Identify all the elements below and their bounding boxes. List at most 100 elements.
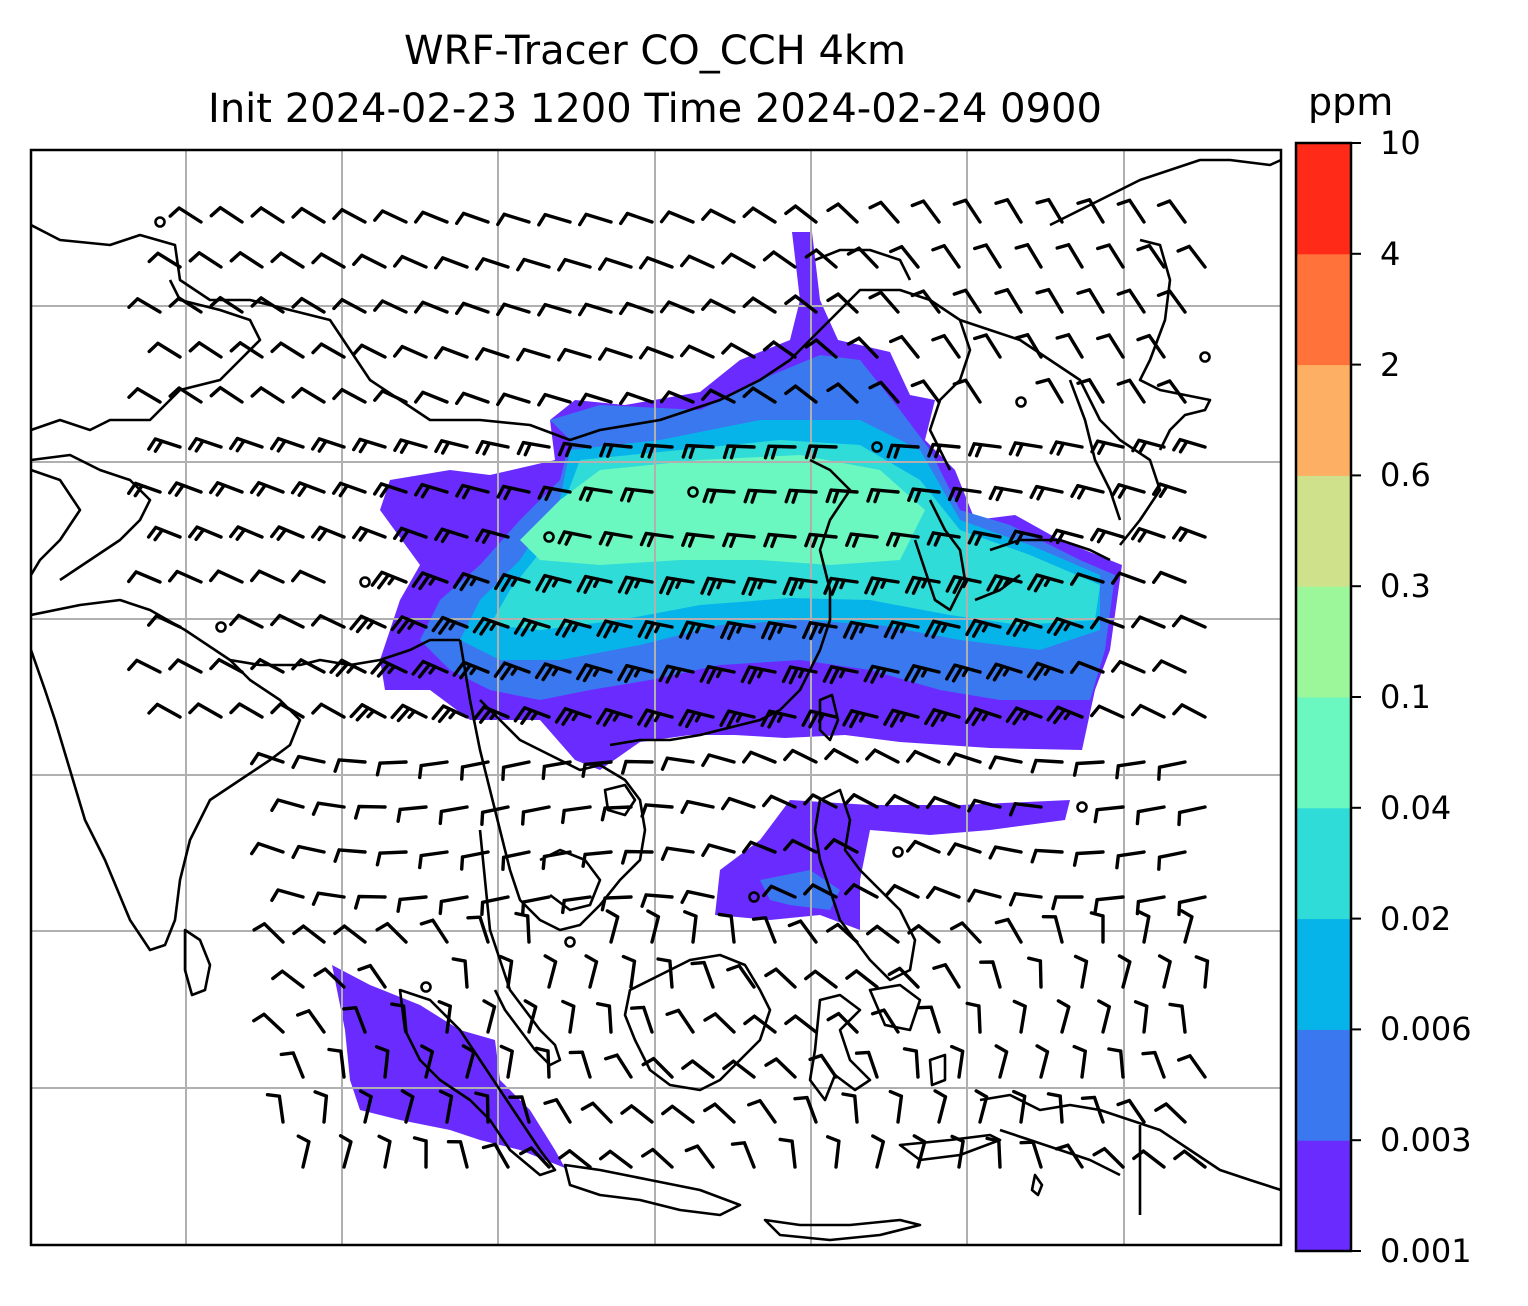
wind-barb [455, 391, 490, 405]
wind-barb [561, 895, 592, 915]
wind-barb [1008, 802, 1043, 817]
wind-barb [1194, 955, 1210, 989]
wind-barb [620, 1104, 654, 1124]
wind-barb [742, 206, 777, 224]
wind-barb [291, 844, 326, 859]
wind-barb [1173, 1149, 1207, 1169]
wind-barbs [126, 197, 1211, 1169]
wind-barb [904, 664, 941, 684]
coast-newguinea [979, 1093, 1281, 1215]
wind-barb [460, 850, 490, 871]
wind-barb [554, 707, 592, 726]
wind-barb [681, 1059, 715, 1079]
wind-barb [270, 525, 305, 541]
wind-barb [952, 198, 982, 224]
title-line-2: Init 2024-02-23 1200 Time 2024-02-24 090… [208, 86, 1102, 132]
wind-barb [1133, 1000, 1149, 1034]
wind-barb [521, 805, 551, 826]
wind-barb [917, 1005, 941, 1034]
wind-barb [1172, 526, 1207, 542]
wind-barb [950, 1044, 965, 1079]
wind-barb [1019, 1140, 1043, 1169]
wind-barb [147, 251, 182, 269]
wind-barb [945, 663, 982, 683]
wind-barb [703, 1102, 736, 1124]
coast-indochina [458, 639, 647, 932]
coast-india [31, 468, 302, 952]
wind-barb [907, 487, 941, 503]
wind-barb [390, 615, 428, 634]
wind-barb [414, 482, 449, 499]
wind-barb [557, 257, 592, 272]
wind-barb [784, 384, 818, 404]
wind-barb [793, 1095, 818, 1124]
wind-barb [496, 484, 531, 501]
wind-barb [516, 440, 551, 457]
wind-barb [357, 963, 387, 989]
wind-barb [516, 257, 551, 272]
wind-barb [578, 486, 613, 502]
wind-barb [604, 1053, 633, 1079]
wind-barb [393, 254, 428, 269]
wind-barb [396, 895, 428, 913]
plume-south-outer [332, 965, 565, 1168]
wind-barb [950, 1134, 965, 1169]
wind-barb [762, 794, 797, 809]
wind-barb [1115, 850, 1146, 870]
wind-barb [209, 206, 244, 224]
wind-barb [1135, 805, 1166, 826]
wind-barb [496, 302, 531, 317]
wind-barb [313, 967, 346, 989]
wind-barb [414, 210, 449, 224]
wind-barb [452, 572, 490, 592]
wind-barb [988, 845, 1023, 860]
wind-barb [250, 569, 285, 584]
wind-barb [292, 924, 326, 944]
wind-barb [481, 1142, 510, 1169]
calm-wind-circle [1199, 351, 1211, 363]
wind-barb [822, 665, 859, 685]
wind-barb [596, 619, 633, 639]
colorbar-tick-label: 0.02 [1380, 899, 1452, 938]
wind-barb [845, 532, 879, 548]
wind-barb [824, 748, 859, 764]
wind-barb [699, 665, 736, 685]
wind-barb [621, 849, 654, 865]
wind-barb [1046, 1092, 1064, 1124]
wind-barb [910, 199, 941, 224]
wind-barb [252, 922, 285, 944]
wind-barb [617, 575, 654, 595]
wind-barb [375, 760, 408, 777]
map-frame [29, 148, 1283, 1247]
wind-barb [370, 570, 408, 590]
wind-barb [842, 709, 879, 729]
coast-java [563, 1163, 742, 1217]
wind-barb [986, 574, 1023, 594]
wind-barb [730, 1141, 756, 1169]
wind-barb [751, 916, 777, 944]
wind-barb [680, 254, 715, 269]
wind-barb [979, 960, 1002, 989]
colorbar-tick-label: 0.04 [1380, 788, 1452, 827]
wind-barb [681, 532, 715, 548]
wind-barb [313, 1090, 329, 1124]
coast-sumatra [398, 988, 557, 1177]
wind-barb [1096, 243, 1125, 269]
wind-barb [925, 795, 961, 809]
wind-barb [1072, 850, 1105, 867]
wind-barb [557, 530, 592, 546]
wind-barb [599, 442, 633, 458]
wind-barb [333, 758, 367, 773]
wind-barb [420, 1044, 434, 1079]
wind-barb [438, 805, 469, 826]
wind-barb [147, 702, 182, 719]
wind-barb [349, 703, 387, 722]
coast-taiwan [818, 693, 840, 742]
wind-barb [1116, 1098, 1146, 1124]
wind-barb [994, 198, 1023, 224]
wind-barb [722, 1059, 756, 1079]
wind-barb [147, 341, 182, 359]
colorbar-segment [1296, 143, 1351, 255]
wind-barb [1093, 895, 1125, 914]
wind-barb [678, 709, 715, 729]
